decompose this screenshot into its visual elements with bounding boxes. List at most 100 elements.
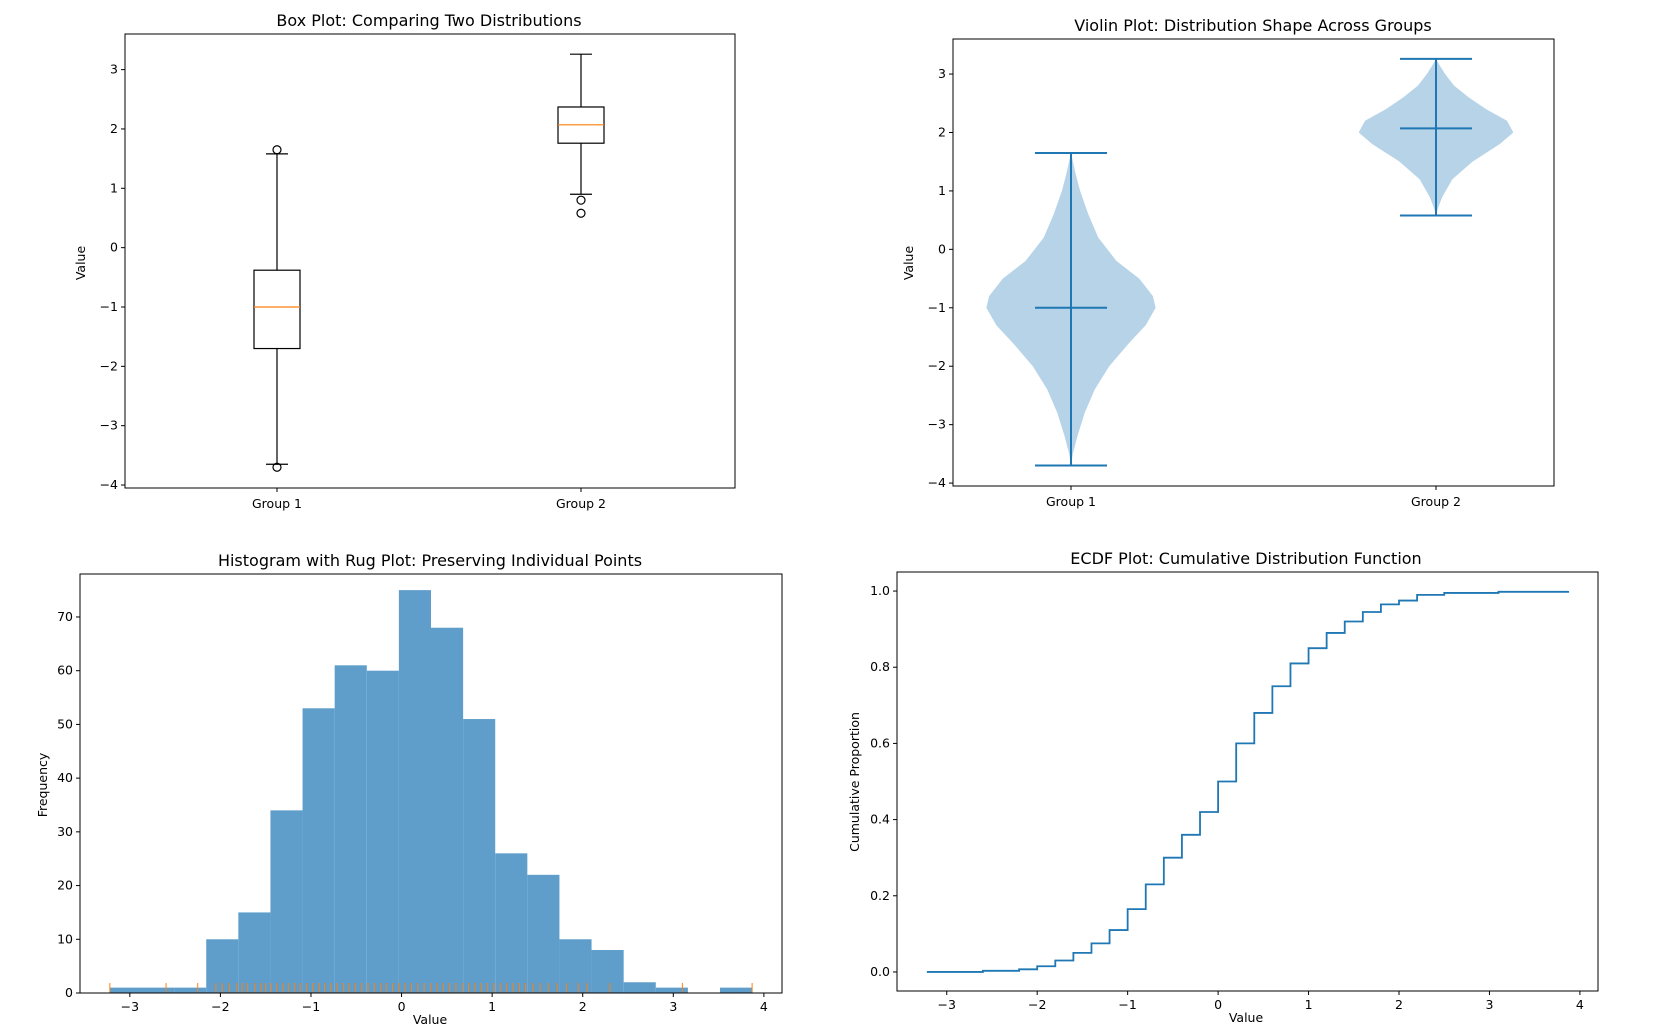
histogram-xtick-label-5: 2 <box>579 999 587 1014</box>
histogram-xtick-label-3: 0 <box>398 999 406 1014</box>
ecdf-line <box>926 590 1570 973</box>
ecdf-xtick-label-6: 3 <box>1485 997 1493 1012</box>
ecdf-ytick-label-0: 0.0 <box>870 964 890 979</box>
box-plot-marks <box>253 53 605 472</box>
violin-plot-ytick-label-1: −3 <box>928 417 946 432</box>
ecdf-xtick-label-4: 1 <box>1305 997 1313 1012</box>
box-plot-ytick-label-0: −4 <box>100 477 118 492</box>
violin-plot-xticks: Group 1 Group 2 <box>1046 486 1461 509</box>
box-plot-yticks: −4 −3 −2 −1 0 1 2 3 <box>100 62 125 492</box>
ecdf-xlabel: Value <box>1229 1010 1264 1025</box>
histogram-ytick-label-7: 70 <box>57 609 73 624</box>
ecdf-xtick-label-5: 2 <box>1395 997 1403 1012</box>
histogram-bar-12 <box>495 853 528 993</box>
histogram-xticks: −3 −2 −1 0 1 2 3 4 <box>121 993 768 1014</box>
violin-plot-ytick-label-0: −4 <box>928 475 946 490</box>
box-plot-group-1-box <box>253 269 301 350</box>
box-plot-frame <box>124 33 736 489</box>
histogram-xtick-label-2: −1 <box>302 999 320 1014</box>
histogram-ytick-label-2: 20 <box>57 878 73 893</box>
histogram-yticks: 0 10 20 30 40 50 60 70 <box>57 609 80 1000</box>
box-plot-ytick-label-2: −2 <box>100 358 118 373</box>
histogram-bar-8 <box>366 670 399 993</box>
ecdf-ytick-label-5: 1.0 <box>870 583 890 598</box>
histogram-bar-7 <box>334 665 367 993</box>
box-plot-xtick-group-1: Group 1 <box>252 496 302 511</box>
ecdf-ytick-label-2: 0.4 <box>870 812 890 827</box>
violin-plot-frame <box>952 38 1555 487</box>
histogram-bar-5 <box>270 810 303 993</box>
ecdf-panel: ECDF Plot: Cumulative Distribution Funct… <box>847 549 1599 1025</box>
ecdf-ytick-label-1: 0.2 <box>870 888 890 903</box>
ecdf-frame <box>896 571 1599 992</box>
box-plot-group-1-flier-0 <box>272 462 282 472</box>
histogram-bar-15 <box>591 950 624 993</box>
histogram-ytick-label-0: 0 <box>65 985 73 1000</box>
box-plot-ytick-label-1: −3 <box>100 418 118 433</box>
histogram-ylabel: Frequency <box>35 752 50 817</box>
ecdf-ylabel: Cumulative Proportion <box>847 712 862 852</box>
ecdf-xtick-label-2: −1 <box>1118 997 1136 1012</box>
histogram-title: Histogram with Rug Plot: Preserving Indi… <box>218 551 642 570</box>
histogram-bar-2 <box>174 987 207 993</box>
box-plot-ytick-label-5: 1 <box>110 180 118 195</box>
histogram-xtick-label-7: 4 <box>760 999 768 1014</box>
histogram-bar-16 <box>623 982 656 993</box>
ecdf-xtick-label-7: 4 <box>1576 997 1584 1012</box>
ecdf-yticks: 0.0 0.2 0.4 0.6 0.8 1.0 <box>870 583 897 979</box>
box-plot-group-2-flier-0 <box>576 195 586 205</box>
histogram-panel: Histogram with Rug Plot: Preserving Indi… <box>35 551 783 1027</box>
box-plot-ytick-label-4: 0 <box>110 240 118 255</box>
histogram-bar-13 <box>527 874 560 993</box>
histogram-bar-9 <box>398 590 431 993</box>
violin-plot-ytick-label-6: 2 <box>938 124 946 139</box>
histogram-frame <box>79 573 783 994</box>
box-plot-panel: Box Plot: Comparing Two Distributions Va… <box>73 11 736 511</box>
histogram-xtick-label-1: −2 <box>211 999 229 1014</box>
ecdf-title: ECDF Plot: Cumulative Distribution Funct… <box>1070 549 1421 568</box>
histogram-bar-11 <box>463 719 496 993</box>
ecdf-marks <box>926 590 1570 973</box>
violin-plot-ytick-label-4: 0 <box>938 241 946 256</box>
histogram-xtick-label-0: −3 <box>121 999 139 1014</box>
histogram-marks <box>109 590 753 993</box>
histogram-ytick-label-1: 10 <box>57 931 73 946</box>
violin-plot-ylabel: Value <box>901 246 916 281</box>
violin-plot-marks <box>986 57 1514 467</box>
violin-plot-ytick-label-2: −2 <box>928 358 946 373</box>
box-plot-xticks: Group 1 Group 2 <box>252 488 606 511</box>
histogram-xlabel: Value <box>413 1012 448 1027</box>
histogram-bar-4 <box>238 912 271 993</box>
box-plot-ytick-label-7: 3 <box>110 62 118 77</box>
histogram-bar-1 <box>142 987 175 993</box>
box-plot-ytick-label-6: 2 <box>110 121 118 136</box>
violin-plot-ytick-label-5: 1 <box>938 183 946 198</box>
box-plot-ytick-label-3: −1 <box>100 299 118 314</box>
box-plot-group-1-flier-1 <box>272 145 282 155</box>
histogram-ytick-label-4: 40 <box>57 770 73 785</box>
violin-plot-yticks: −4 −3 −2 −1 0 1 2 3 <box>928 66 953 490</box>
violin-plot-xtick-group-2: Group 2 <box>1411 494 1461 509</box>
histogram-bar-6 <box>302 708 335 993</box>
histogram-xtick-label-6: 3 <box>669 999 677 1014</box>
ecdf-ytick-label-3: 0.6 <box>870 735 890 750</box>
histogram-bar-17 <box>655 987 688 993</box>
box-plot-title: Box Plot: Comparing Two Distributions <box>276 11 581 30</box>
histogram-xtick-label-4: 1 <box>488 999 496 1014</box>
ecdf-xticks: −3 −2 −1 0 1 2 3 4 <box>938 991 1584 1012</box>
violin-plot-title: Violin Plot: Distribution Shape Across G… <box>1074 16 1431 35</box>
ecdf-xtick-label-0: −3 <box>938 997 956 1012</box>
violin-plot-xtick-group-1: Group 1 <box>1046 494 1096 509</box>
violin-plot-ytick-label-7: 3 <box>938 66 946 81</box>
histogram-ytick-label-5: 50 <box>57 716 73 731</box>
box-plot-group-2-flier-1 <box>576 208 586 218</box>
violin-plot-ytick-label-3: −1 <box>928 300 946 315</box>
ecdf-ytick-label-4: 0.8 <box>870 659 890 674</box>
histogram-bar-19 <box>719 987 753 993</box>
box-plot-xtick-group-2: Group 2 <box>556 496 606 511</box>
histogram-ytick-label-6: 60 <box>57 663 73 678</box>
histogram-bar-0 <box>109 987 143 993</box>
ecdf-xtick-label-3: 0 <box>1214 997 1222 1012</box>
histogram-bar-10 <box>431 627 464 993</box>
